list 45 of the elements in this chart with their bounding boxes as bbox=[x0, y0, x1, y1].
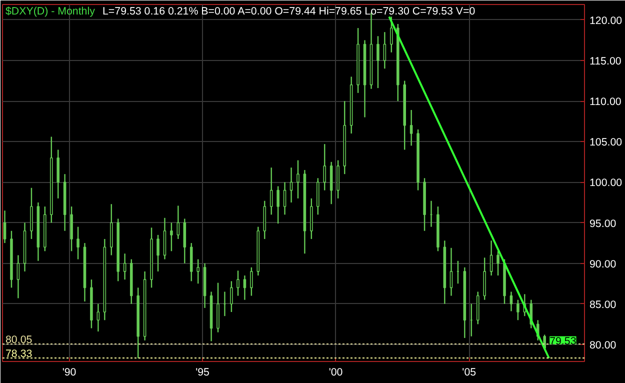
y-tick-label: 105.00 bbox=[590, 136, 622, 149]
candlestick bbox=[243, 274, 246, 300]
candlestick bbox=[283, 182, 286, 216]
y-tick-label: 90.00 bbox=[590, 258, 616, 270]
x-tick-label: '05 bbox=[462, 366, 476, 378]
annotation: 79.53 bbox=[550, 335, 576, 348]
candlestick bbox=[323, 143, 326, 191]
x-tick-label: '95 bbox=[196, 366, 210, 378]
x-tick-label: '90 bbox=[62, 366, 76, 378]
candlestick bbox=[276, 186, 280, 224]
y-tick-label: 80.00 bbox=[590, 339, 616, 352]
candlestick bbox=[176, 205, 180, 240]
candlestick bbox=[383, 31, 386, 70]
candlestick bbox=[516, 299, 520, 321]
candlestick bbox=[270, 166, 273, 216]
candlestick bbox=[196, 258, 200, 284]
y-tick-label: 110.00 bbox=[590, 96, 622, 108]
candlestick bbox=[490, 240, 493, 276]
candlestick bbox=[123, 252, 126, 280]
chart-subtitle: L=79.53 0.16 0.21% B=0.00 A=0.00 O=79.44 Hi=79.65 Lo=79.30 C=79.53 V=0 bbox=[102, 6, 476, 18]
y-tick-label: 120.00 bbox=[590, 14, 622, 27]
candlestick bbox=[450, 247, 453, 296]
candlestick bbox=[296, 160, 300, 200]
candlestick bbox=[76, 226, 80, 260]
candlestick bbox=[250, 266, 253, 296]
candlestick bbox=[16, 254, 20, 299]
candlestick bbox=[96, 303, 100, 332]
ref-line-label: 78.33 bbox=[6, 348, 32, 360]
y-tick-label: 115.00 bbox=[590, 55, 622, 68]
candlestick bbox=[376, 36, 380, 89]
chart-title: $DXY(D) - Monthly bbox=[6, 6, 96, 18]
y-tick-label: 95.00 bbox=[590, 218, 616, 230]
x-tick-label: '00 bbox=[328, 366, 343, 378]
candlestick bbox=[510, 291, 513, 312]
y-tick-label: 100.00 bbox=[590, 177, 622, 190]
candlestick bbox=[496, 250, 500, 276]
candlestick bbox=[410, 109, 413, 146]
candlestick bbox=[170, 222, 173, 252]
ref-line-label: 80.05 bbox=[6, 334, 32, 346]
y-tick-label: 85.00 bbox=[590, 298, 616, 311]
candlestick bbox=[230, 280, 233, 313]
candlestick bbox=[236, 270, 240, 296]
candlestick bbox=[156, 234, 160, 272]
candlestick bbox=[3, 210, 6, 244]
candlestick bbox=[390, 16, 393, 53]
